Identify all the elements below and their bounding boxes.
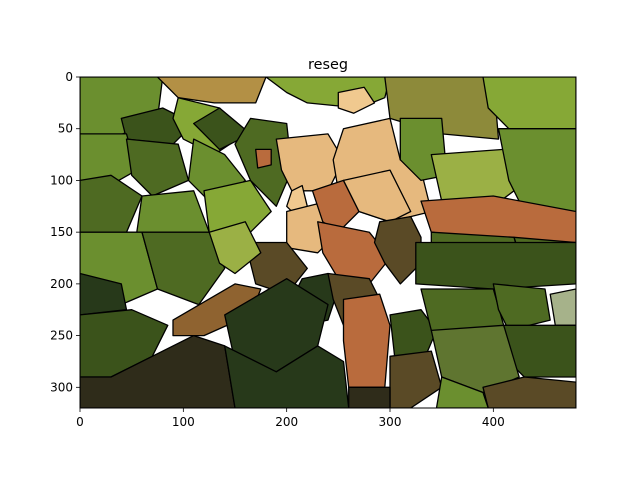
- y-tick-label: 50: [58, 122, 73, 136]
- y-tick-label: 150: [50, 225, 73, 239]
- segment-region: [255, 148, 272, 169]
- segment-region: [203, 179, 272, 238]
- segment-region: [389, 350, 443, 408]
- segment-region: [141, 231, 226, 306]
- segment-regions: [80, 77, 576, 408]
- y-tick-label: 250: [50, 329, 73, 343]
- segment-region: [337, 86, 376, 114]
- x-tick-label: 300: [379, 415, 402, 429]
- segment-region: [80, 174, 143, 233]
- chart-title: reseg: [308, 57, 348, 73]
- y-tick-label: 200: [50, 277, 73, 291]
- y-tick-label: 0: [65, 70, 73, 84]
- x-tick-label: 100: [172, 415, 195, 429]
- segment-region: [435, 376, 489, 408]
- segment-region: [348, 386, 391, 408]
- segment-region: [311, 179, 360, 233]
- segment-region: [156, 77, 267, 104]
- segment-region: [125, 138, 190, 197]
- segment-region: [224, 345, 350, 408]
- x-tick-label: 400: [482, 415, 505, 429]
- segment-region: [373, 215, 422, 285]
- segment-region: [80, 334, 236, 408]
- y-tick-label: 300: [50, 380, 73, 394]
- segment-region: [549, 288, 576, 326]
- y-axis: 0 50 100 150 200 250 300: [50, 70, 80, 394]
- plot-frame: [79, 76, 577, 409]
- segment-region: [342, 169, 412, 223]
- x-tick-label: 0: [76, 415, 84, 429]
- segment-region: [415, 241, 576, 290]
- x-tick-label: 200: [275, 415, 298, 429]
- y-tick-label: 100: [50, 173, 73, 187]
- x-axis: 0 100 200 300 400: [76, 408, 505, 429]
- segment-region: [208, 221, 262, 275]
- segment-region: [342, 293, 391, 388]
